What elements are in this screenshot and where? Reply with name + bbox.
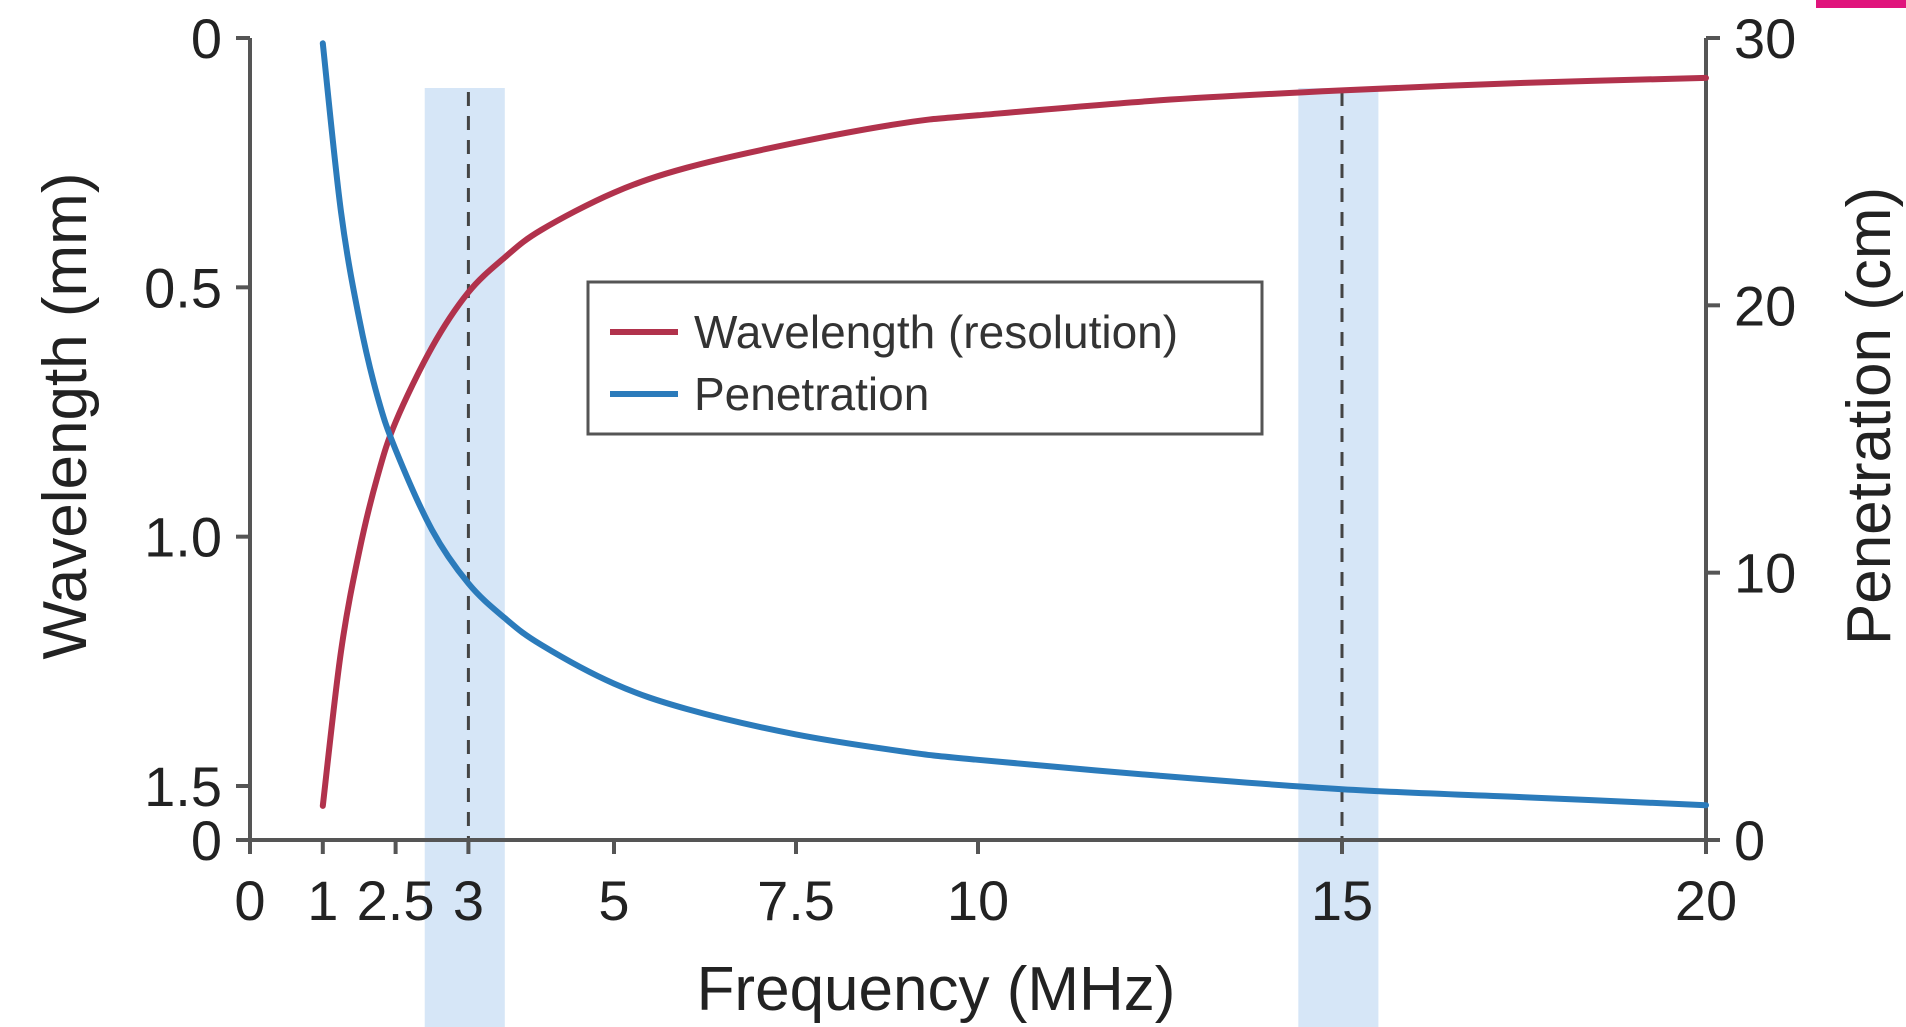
y-left-tick-label-2: 1.0 xyxy=(144,506,222,569)
x-tick-label-1: 1 xyxy=(307,869,338,932)
series-lines xyxy=(319,40,1709,809)
y-right-tick-label-2: 20 xyxy=(1734,274,1796,337)
reference-lines xyxy=(466,92,1344,840)
x-tick-label-4: 5 xyxy=(598,869,629,932)
y-right-tick-label-0: 0 xyxy=(1734,809,1765,872)
y-left-tick-label-bottom: 0 xyxy=(191,809,222,872)
x-tick-label-8: 20 xyxy=(1675,869,1737,932)
highlight-band-1 xyxy=(1298,88,1379,1027)
x-tick-label-5: 7.5 xyxy=(757,869,835,932)
corner-accent xyxy=(1816,0,1906,8)
legend: Wavelength (resolution) Penetration xyxy=(586,280,1264,436)
highlight-bands xyxy=(424,88,1379,1027)
series-line-1 xyxy=(319,40,1709,809)
y-right-tick-label-3: 30 xyxy=(1734,7,1796,70)
y-left-tick-label-0: 0 xyxy=(191,7,222,70)
y-right-tick-label-1: 10 xyxy=(1734,542,1796,605)
legend-label-wavelength: Wavelength (resolution) xyxy=(694,306,1178,358)
axes xyxy=(236,36,1720,854)
x-tick-label-6: 10 xyxy=(947,869,1009,932)
highlight-band-0 xyxy=(424,88,505,1027)
legend-box xyxy=(586,280,1264,436)
x-tick-label-3: 3 xyxy=(453,869,484,932)
x-tick-label-2: 2.5 xyxy=(357,869,435,932)
y-axis-left-title: Wavelength (mm) xyxy=(31,173,100,660)
x-tick-label-7: 15 xyxy=(1311,869,1373,932)
x-axis-title: Frequency (MHz) xyxy=(697,955,1176,1024)
y-axis-right-title: Penetration (cm) xyxy=(1835,187,1904,645)
y-left-tick-label-1: 0.5 xyxy=(144,256,222,319)
legend-label-penetration: Penetration xyxy=(694,368,929,420)
axis-titles: Frequency (MHz) Wavelength (mm) Penetrat… xyxy=(31,173,1904,1024)
series-line-0 xyxy=(319,74,1709,809)
x-tick-label-0: 0 xyxy=(234,869,265,932)
y-left-tick-label-3: 1.5 xyxy=(144,755,222,818)
